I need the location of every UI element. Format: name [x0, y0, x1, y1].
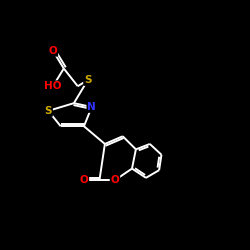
Text: O: O	[48, 46, 57, 56]
Text: O: O	[80, 175, 88, 185]
Text: HO: HO	[44, 81, 62, 91]
Text: S: S	[44, 106, 52, 116]
Text: O: O	[110, 175, 119, 185]
Text: S: S	[84, 75, 92, 85]
Text: N: N	[87, 102, 96, 112]
